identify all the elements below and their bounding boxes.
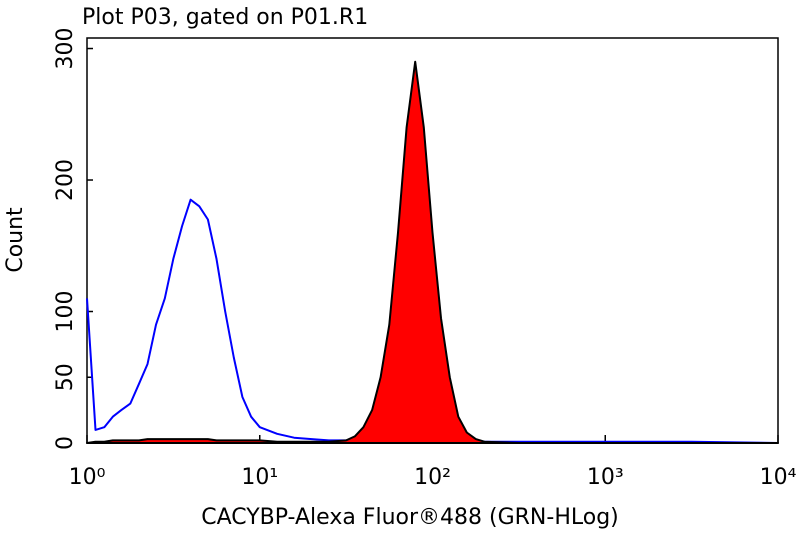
histogram-area [86, 60, 779, 444]
y-tick-label: 100 [53, 291, 78, 333]
x-tick-label: 10² [414, 465, 451, 490]
y-tick-label: 50 [53, 363, 78, 391]
y-tick-label: 300 [53, 28, 78, 70]
x-tick-label: 10⁴ [760, 465, 797, 490]
x-tick-label: 10¹ [241, 465, 278, 490]
y-tick-label: 0 [53, 436, 78, 450]
chart-title: Plot P03, gated on P01.R1 [82, 5, 368, 30]
x-tick-label: 10³ [587, 465, 624, 490]
y-tick-label: 200 [53, 159, 78, 201]
y-axis-label: Count [3, 207, 28, 273]
x-tick-label: 10⁰ [69, 465, 106, 490]
x-axis-label: CACYBP-Alexa Fluor®488 (GRN-HLog) [201, 505, 619, 530]
